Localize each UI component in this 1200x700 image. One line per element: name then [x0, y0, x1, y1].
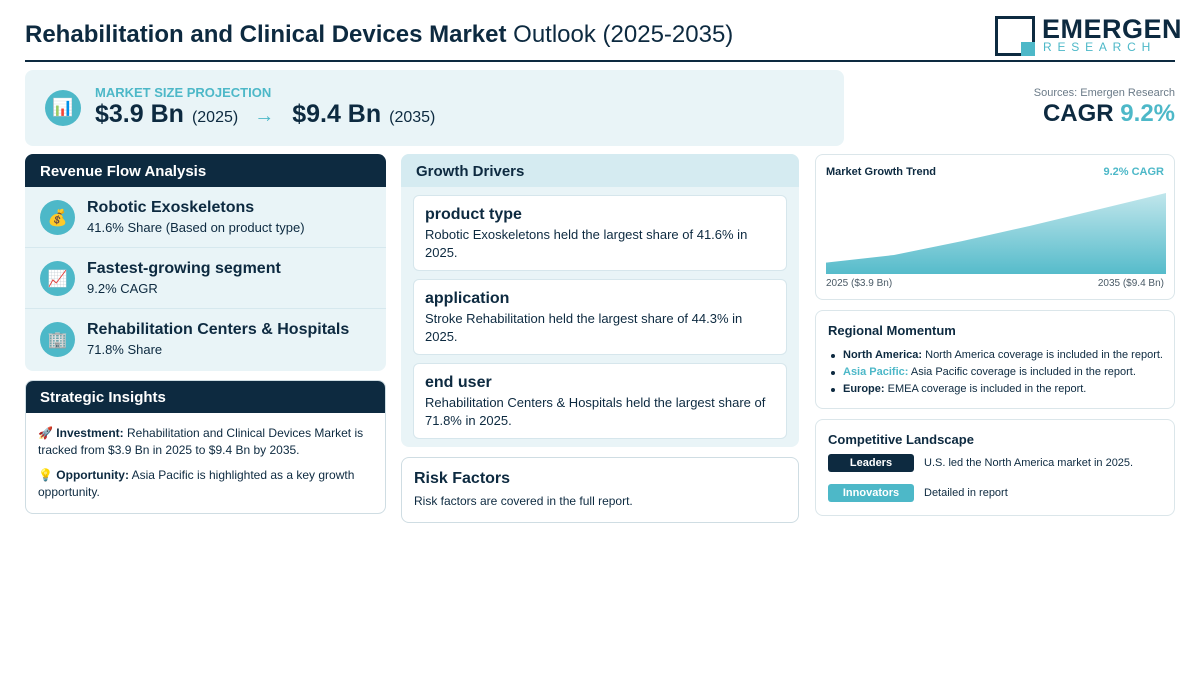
driver-text: Stroke Rehabilitation held the largest s… — [425, 311, 743, 344]
driver-item: product type Robotic Exoskeletons held t… — [413, 195, 787, 271]
competitive-row-innovators: Innovators Detailed in report — [828, 484, 1162, 508]
region-text: Asia Pacific coverage is included in the… — [910, 366, 1136, 378]
market-size-projection: 📊 MARKET SIZE PROJECTION $3.9 Bn (2025) … — [25, 70, 844, 146]
page-title-light: Outlook (2025-2035) — [513, 21, 734, 48]
driver-item: application Stroke Rehabilitation held t… — [413, 279, 787, 355]
revenue-item-subtitle: 41.6% Share (Based on product type) — [87, 220, 305, 235]
projection-label: MARKET SIZE PROJECTION — [95, 85, 272, 100]
revenue-item: 💰 Robotic Exoskeletons 41.6% Share (Base… — [25, 187, 386, 248]
building-icon: 🏢 — [40, 322, 75, 357]
region-text: EMEA coverage is included in the report. — [887, 383, 1087, 395]
region-label: North America: — [843, 349, 923, 361]
regional-list: North America: North America coverage is… — [828, 347, 1163, 398]
cagr-label: CAGR — [1042, 100, 1114, 127]
cagr-headline: CAGR 9.2% — [1034, 100, 1175, 128]
arrow-right-icon: → — [254, 105, 275, 127]
revenue-flow-card: Revenue Flow Analysis 💰 Robotic Exoskele… — [25, 154, 386, 371]
regional-item-europe: Europe: EMEA coverage is included in the… — [828, 381, 1162, 398]
leaders-badge: Leaders — [828, 454, 914, 472]
regional-momentum-title: Regional Momentum — [828, 323, 956, 338]
growth-area — [826, 193, 1166, 274]
revenue-item-subtitle: 71.8% Share — [87, 342, 163, 357]
driver-title: end user — [425, 374, 492, 391]
driver-title: product type — [425, 206, 522, 223]
projection-end-value: $9.4 Bn — [292, 100, 382, 128]
driver-item: end user Rehabilitation Centers & Hospit… — [413, 363, 787, 439]
revenue-item-subtitle: 9.2% CAGR — [87, 281, 158, 296]
bar-chart-icon: 📊 — [45, 90, 81, 126]
risk-factors-card: Risk Factors Risk factors are covered in… — [401, 457, 799, 523]
revenue-item: 📈 Fastest-growing segment 9.2% CAGR — [25, 248, 386, 309]
money-bag-icon: 💰 — [40, 200, 75, 235]
regional-item-north-america: North America: North America coverage is… — [828, 347, 1163, 364]
cagr-value: 9.2% — [1120, 100, 1175, 127]
competitive-row-leaders: Leaders U.S. led the North America marke… — [828, 454, 1162, 478]
emergen-logo: EMERGEN RESEARCH — [995, 14, 1182, 56]
revenue-item-title: Robotic Exoskeletons — [87, 199, 255, 216]
strategic-insights-card: Strategic Insights 🚀 Investment: Rehabil… — [25, 380, 386, 514]
growth-drivers-title: Growth Drivers — [401, 154, 799, 187]
strategic-insights-title: Strategic Insights — [26, 381, 385, 413]
trend-up-icon: 📈 — [40, 261, 75, 296]
growth-drivers-card: Growth Drivers product type Robotic Exos… — [401, 154, 799, 447]
region-text: North America coverage is included in th… — [925, 349, 1163, 361]
investment-text: Rehabilitation and Clinical Devices Mark… — [38, 426, 364, 457]
projection-end-year: (2035) — [389, 109, 436, 126]
rocket-icon: 🚀 — [38, 426, 53, 440]
driver-title: application — [425, 290, 510, 307]
logo-mark-icon — [995, 16, 1035, 56]
competitive-landscape-card: Competitive Landscape Leaders U.S. led t… — [815, 419, 1175, 516]
strategic-insights-body: 🚀 Investment: Rehabilitation and Clinica… — [26, 413, 385, 501]
competitive-landscape-title: Competitive Landscape — [828, 432, 974, 447]
trend-cagr: 9.2% CAGR — [1103, 166, 1164, 178]
revenue-item-title: Rehabilitation Centers & Hospitals — [87, 321, 350, 338]
revenue-item-title: Fastest-growing segment — [87, 260, 281, 277]
projection-start-value: $3.9 Bn — [95, 100, 184, 128]
innovators-badge: Innovators — [828, 484, 914, 502]
risk-factors-text: Risk factors are covered in the full rep… — [414, 494, 633, 508]
logo-name: EMERGEN — [1042, 14, 1183, 44]
trend-start-label: 2025 ($3.9 Bn) — [826, 278, 893, 289]
lightbulb-icon: 💡 — [38, 468, 53, 482]
opportunity-insight: 💡 Opportunity: Asia Pacific is highlight… — [38, 467, 373, 501]
driver-text: Rehabilitation Centers & Hospitals held … — [425, 395, 766, 428]
investment-insight: 🚀 Investment: Rehabilitation and Clinica… — [38, 425, 373, 459]
opportunity-text: Asia Pacific is highlighted as a key gro… — [38, 468, 355, 499]
logo-subtitle: RESEARCH — [1043, 40, 1157, 54]
risk-factors-title: Risk Factors — [414, 470, 511, 487]
projection-start-year: (2025) — [191, 109, 239, 126]
sources-text: Sources: Emergen Research — [1033, 87, 1175, 99]
driver-text: Robotic Exoskeletons held the largest sh… — [425, 227, 748, 260]
cagr-summary: Sources: Emergen Research CAGR 9.2% — [1034, 87, 1175, 128]
revenue-flow-title: Revenue Flow Analysis — [25, 154, 386, 187]
growth-area-chart — [826, 193, 1166, 274]
page-title-bold: Rehabilitation and Clinical Devices Mark… — [25, 21, 507, 48]
opportunity-label: Opportunity: — [56, 468, 129, 482]
trend-title: Market Growth Trend — [826, 166, 937, 178]
investment-label: Investment: — [56, 426, 124, 440]
innovators-text: Detailed in report — [924, 487, 1008, 499]
regional-momentum-card: Regional Momentum North America: North A… — [815, 310, 1175, 409]
trend-end-label: 2035 ($9.4 Bn) — [1097, 278, 1164, 289]
page-header: Rehabilitation and Clinical Devices Mark… — [25, 12, 1182, 62]
leaders-text: U.S. led the North America market in 202… — [924, 457, 1134, 469]
regional-item-asia-pacific: Asia Pacific: Asia Pacific coverage is i… — [828, 364, 1162, 381]
region-label: Europe: — [843, 383, 885, 395]
page-title: Rehabilitation and Clinical Devices Mark… — [25, 21, 733, 49]
revenue-item: 🏢 Rehabilitation Centers & Hospitals 71.… — [25, 309, 386, 370]
projection-values: $3.9 Bn (2025) → $9.4 Bn (2035) — [95, 100, 435, 129]
region-label: Asia Pacific: — [843, 366, 909, 378]
market-growth-trend-card: Market Growth Trend 9.2% CAGR 2025 ($3.9… — [815, 154, 1175, 300]
